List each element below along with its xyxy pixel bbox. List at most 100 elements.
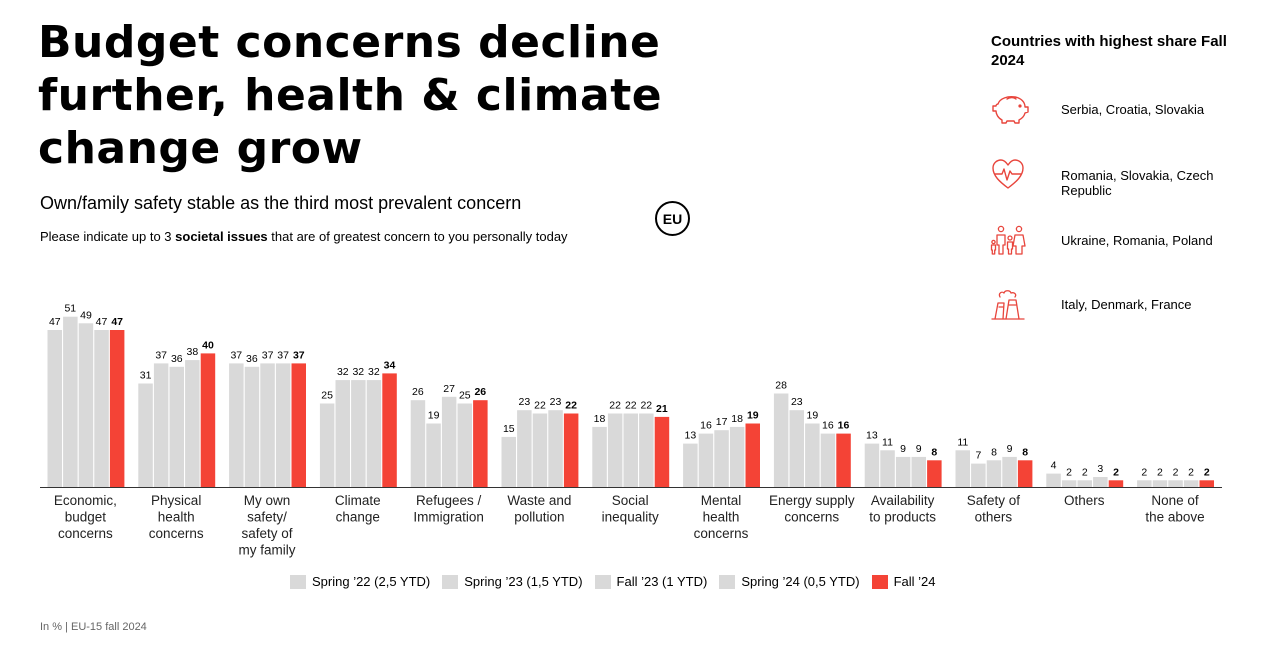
bar-spring23-4	[426, 423, 441, 487]
value-label-fall24-6: 21	[656, 403, 668, 415]
bar-spring23-12	[1152, 480, 1168, 487]
bar-spring23-5	[517, 410, 532, 487]
bar-spring22-5	[501, 436, 516, 487]
value-label-spring24-3: 32	[368, 366, 380, 378]
bar-spring23-8	[789, 410, 804, 487]
value-label-fall24-4: 26	[474, 386, 486, 398]
bar-fall24-7	[745, 423, 760, 487]
chart-legend: Spring ’22 (2,5 YTD) Spring ’23 (1,5 YTD…	[290, 574, 948, 589]
bar-fall24-12	[1199, 480, 1214, 487]
value-label-fall23-12: 2	[1173, 466, 1179, 478]
bar-fall24-4	[473, 400, 488, 487]
value-label-spring23-11: 2	[1066, 466, 1072, 478]
factory-icon	[991, 290, 1025, 320]
legend-item-fall24: Fall ’24	[871, 574, 936, 589]
value-label-spring24-8: 16	[822, 420, 834, 432]
bar-spring22-1	[138, 383, 153, 487]
survey-question: Please indicate up to 3 societal issues …	[40, 229, 568, 244]
value-label-fall24-11: 2	[1113, 466, 1119, 478]
category-label-9-1: to products	[869, 510, 936, 525]
value-label-fall24-7: 19	[747, 410, 759, 422]
legend-swatch-spring24	[719, 574, 736, 589]
category-label-5-1: pollution	[514, 510, 564, 525]
bar-fall24-9	[927, 460, 942, 487]
question-post: that are of greatest concern to you pers…	[267, 229, 568, 244]
value-label-fall23-1: 36	[171, 353, 183, 365]
category-label-7-0: Mental	[701, 493, 742, 508]
value-label-spring23-2: 36	[246, 353, 258, 365]
value-label-spring22-1: 31	[140, 370, 152, 382]
bar-spring22-12	[1137, 480, 1152, 487]
value-label-spring22-0: 47	[49, 316, 61, 328]
bar-spring24-4	[457, 403, 472, 487]
value-label-fall24-9: 8	[931, 446, 937, 458]
country-list-climate: Italy, Denmark, France	[1061, 297, 1192, 312]
value-label-fall23-9: 9	[900, 443, 906, 455]
bar-spring23-11	[1061, 480, 1077, 487]
value-label-spring22-12: 2	[1141, 466, 1147, 478]
value-label-fall24-3: 34	[384, 359, 396, 371]
value-label-spring23-7: 16	[700, 420, 712, 432]
value-label-spring22-4: 26	[412, 386, 424, 398]
value-label-fall23-3: 32	[352, 366, 364, 378]
legend-item-spring22: Spring ’22 (2,5 YTD)	[290, 574, 430, 589]
category-label-1-2: concerns	[149, 526, 204, 541]
country-list-budget: Serbia, Croatia, Slovakia	[1061, 102, 1205, 117]
bar-spring23-2	[244, 366, 260, 487]
bar-spring24-2	[275, 363, 291, 487]
bar-spring22-9	[864, 443, 880, 487]
category-label-5-0: Waste and	[507, 493, 571, 508]
bar-fall23-2	[260, 363, 275, 487]
category-label-6-0: Social	[612, 493, 649, 508]
value-label-fall24-8: 16	[838, 420, 850, 432]
value-label-spring24-12: 2	[1188, 466, 1194, 478]
value-label-fall23-8: 19	[807, 410, 819, 422]
value-label-spring23-12: 2	[1157, 466, 1163, 478]
bar-fall23-0	[78, 323, 94, 487]
bar-spring23-6	[607, 413, 623, 487]
legend-item-spring24: Spring ’24 (0,5 YTD)	[719, 574, 860, 589]
value-label-spring23-9: 11	[882, 436, 893, 448]
category-label-4-1: Immigration	[413, 510, 484, 525]
category-label-8-0: Energy supply	[769, 493, 855, 508]
category-label-4-0: Refugees /	[416, 493, 482, 508]
bar-spring23-0	[63, 316, 78, 487]
category-label-0-2: concerns	[58, 526, 113, 541]
bar-fall23-12	[1168, 480, 1183, 487]
bar-fall23-9	[895, 456, 911, 487]
value-label-spring24-7: 18	[731, 413, 743, 425]
value-label-spring22-9: 13	[866, 430, 878, 442]
category-label-0-0: Economic,	[54, 493, 117, 508]
bar-fall23-4	[441, 396, 457, 487]
value-label-spring23-6: 22	[609, 400, 621, 412]
page-title: Budget concerns decline further, health …	[38, 17, 663, 174]
bar-spring24-0	[94, 330, 109, 487]
category-label-2-3: my family	[239, 543, 296, 558]
legend-item-fall23: Fall ’23 (1 YTD)	[594, 574, 707, 589]
category-label-7-2: concerns	[694, 526, 749, 541]
heart-pulse-icon	[992, 159, 1024, 189]
bar-spring22-7	[683, 443, 698, 487]
value-label-spring23-3: 32	[337, 366, 349, 378]
bar-spring24-3	[366, 380, 382, 487]
footnote: In % | EU-15 fall 2024	[40, 621, 147, 633]
category-label-12-1: the above	[1145, 510, 1204, 525]
value-label-spring24-9: 9	[916, 443, 922, 455]
value-label-spring22-3: 25	[321, 390, 333, 402]
bar-fall24-8	[836, 433, 851, 487]
value-label-spring24-2: 37	[277, 349, 289, 361]
value-label-fall23-2: 37	[262, 349, 274, 361]
legend-label-spring23: Spring ’23 (1,5 YTD)	[464, 574, 583, 589]
legend-swatch-spring22	[290, 574, 306, 589]
bar-fall24-2	[291, 363, 306, 487]
country-list-health: Romania, Slovakia, Czech Republic	[1061, 168, 1214, 198]
legend-swatch-fall23	[594, 574, 611, 589]
value-label-spring23-10: 7	[975, 450, 981, 462]
bar-fall24-1	[200, 353, 216, 487]
value-label-spring23-8: 23	[791, 396, 803, 408]
category-label-3-1: change	[336, 510, 380, 525]
bar-fall24-6	[654, 416, 670, 487]
bar-spring22-10	[955, 450, 970, 487]
legend-label-spring24: Spring ’24 (0,5 YTD)	[741, 574, 860, 589]
countries-panel-title: Countries with highest share Fall 2024	[991, 33, 1227, 69]
